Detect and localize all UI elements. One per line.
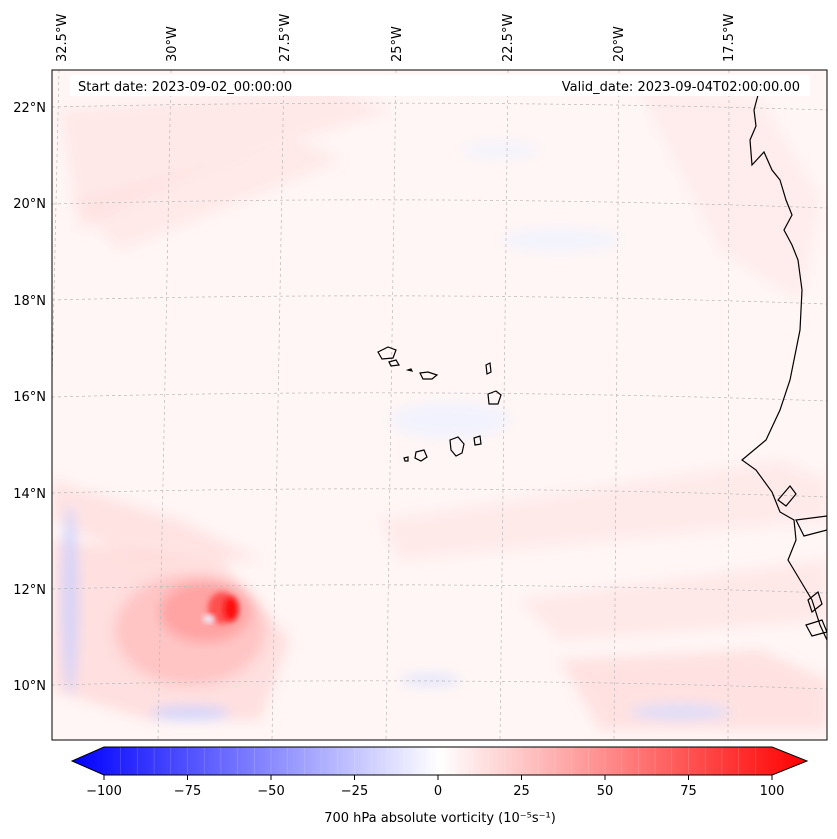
coastlines	[741, 94, 827, 641]
longitude-tick-labels: 32.5°W 30°W 27.5°W 25°W 22.5°W 20°W 17.5…	[55, 14, 737, 62]
cape-verde-islands	[377, 346, 502, 462]
lat-tick-label: 16°N	[13, 390, 46, 405]
colorbar-tick-label: 50	[597, 784, 614, 799]
lat-tick-label: 18°N	[13, 294, 46, 309]
lat-tick-label: 22°N	[13, 101, 46, 116]
colorbar-tick-label: 75	[680, 784, 697, 799]
lat-tick-label: 20°N	[13, 197, 46, 212]
colorbar-gradient	[72, 747, 807, 775]
colorbar-tick-label: −50	[257, 784, 284, 799]
latitude-tick-labels: 22°N 20°N 18°N 16°N 14°N 12°N 10°N	[13, 101, 46, 694]
colorbar-label: 700 hPa absolute vorticity (10⁻⁵s⁻¹)	[324, 811, 556, 826]
lon-tick-label: 25°W	[390, 26, 405, 62]
colorbar-tick-label: 0	[434, 784, 442, 799]
colorbar-tick-label: −25	[341, 784, 368, 799]
lon-tick-label: 22.5°W	[501, 14, 516, 62]
start-date-label: Start date: 2023-09-02_00:00:00	[78, 80, 292, 95]
lon-tick-label: 30°W	[165, 26, 180, 62]
lat-tick-label: 10°N	[13, 679, 46, 694]
colorbar-level-dividers	[120, 747, 756, 775]
lat-tick-label: 12°N	[13, 583, 46, 598]
valid-date-label: Valid_date: 2023-09-04T02:00:00.00	[562, 80, 800, 95]
colorbar-ticks	[103, 775, 773, 780]
lon-tick-label: 32.5°W	[55, 14, 70, 62]
date-label-box	[70, 75, 810, 96]
colorbar: −100 −75 −50 −25 0 25 50 75 100 700 hPa …	[70, 746, 809, 826]
vortex-feature	[115, 575, 265, 685]
lon-tick-label: 20°W	[612, 26, 627, 62]
map-panel: Start date: 2023-09-02_00:00:00 Valid_da…	[13, 14, 828, 741]
colorbar-tick-label: −100	[86, 784, 122, 799]
map-frame	[51, 69, 828, 741]
lon-tick-label: 17.5°W	[722, 14, 737, 62]
colorbar-tick-label: 100	[760, 784, 785, 799]
colorbar-tick-label: −75	[174, 784, 201, 799]
vorticity-field	[52, 90, 827, 730]
colorbar-tick-labels: −100 −75 −50 −25 0 25 50 75 100	[86, 784, 784, 799]
colorbar-tick-label: 25	[513, 784, 530, 799]
lon-tick-label: 27.5°W	[278, 14, 293, 62]
graticule	[52, 70, 827, 740]
lat-tick-label: 14°N	[13, 487, 46, 502]
